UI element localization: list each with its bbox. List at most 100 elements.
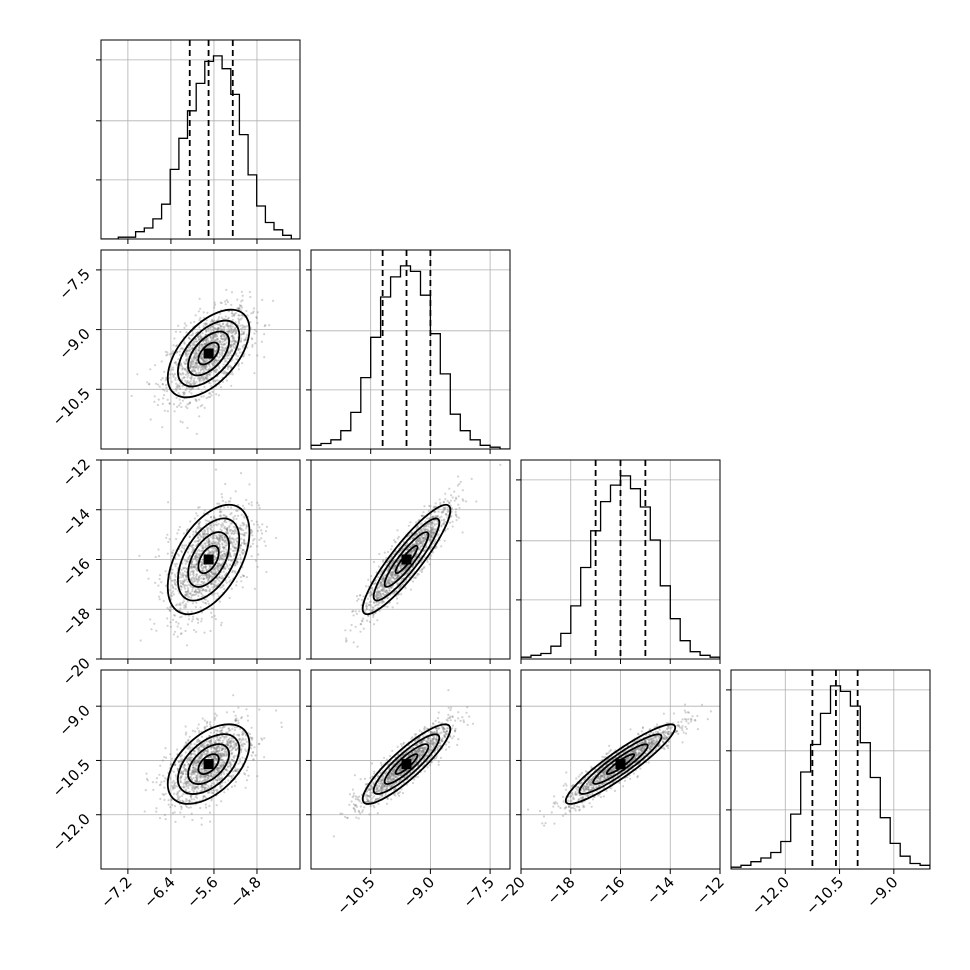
sample-point <box>212 343 215 346</box>
sample-point <box>228 329 231 332</box>
sample-point <box>203 406 206 409</box>
sample-point <box>206 720 209 723</box>
sample-point <box>204 573 208 576</box>
sample-point <box>243 542 246 545</box>
sample-point <box>175 344 179 347</box>
sample-point <box>249 295 252 299</box>
sample-point <box>413 549 416 552</box>
sample-point <box>204 565 207 568</box>
sample-point <box>242 524 245 527</box>
sample-point <box>185 784 188 787</box>
sample-point <box>211 364 214 367</box>
sample-point <box>202 577 205 580</box>
sample-point <box>372 582 375 585</box>
sample-point <box>225 581 228 584</box>
sample-point <box>219 550 223 554</box>
sample-point <box>226 330 229 333</box>
sample-point <box>232 746 235 749</box>
sample-point <box>175 396 178 399</box>
scatter-points <box>130 288 275 435</box>
sample-point <box>228 746 231 749</box>
sample-point <box>396 576 399 579</box>
sample-point <box>193 563 196 566</box>
sample-point <box>436 515 439 518</box>
sample-point <box>200 343 203 346</box>
sample-point <box>371 586 374 589</box>
sample-point <box>194 768 197 771</box>
sample-point <box>190 570 193 573</box>
sample-point <box>365 585 368 588</box>
sample-point <box>212 536 216 539</box>
sample-point <box>212 594 215 597</box>
sample-point <box>372 613 375 616</box>
sample-point <box>196 580 199 583</box>
sample-point <box>387 566 390 569</box>
sample-point <box>179 580 182 583</box>
sample-point <box>210 571 213 574</box>
sample-point <box>193 555 196 559</box>
sample-point <box>218 355 221 358</box>
sample-point <box>409 521 412 524</box>
sample-point <box>197 618 200 621</box>
sample-point <box>217 318 220 321</box>
sample-point <box>429 535 432 538</box>
sample-point <box>207 537 210 540</box>
sample-point <box>182 600 185 603</box>
sample-point <box>420 541 423 544</box>
sample-point <box>191 559 194 563</box>
sample-point <box>220 762 223 765</box>
sample-point <box>181 773 184 776</box>
sample-point <box>173 786 176 790</box>
sample-point <box>445 512 448 516</box>
sample-point <box>198 365 201 369</box>
sample-point <box>370 593 374 596</box>
sample-point <box>207 540 210 544</box>
sample-point <box>190 365 193 368</box>
sample-point <box>241 324 244 327</box>
sample-point <box>430 517 433 520</box>
sample-point <box>197 522 200 525</box>
sample-point <box>218 747 221 750</box>
sample-point <box>203 322 206 325</box>
sample-point <box>242 542 246 545</box>
sample-point <box>213 369 216 372</box>
sample-point <box>444 513 447 516</box>
sample-point <box>215 548 218 552</box>
sample-point <box>499 463 502 466</box>
sample-point <box>413 548 416 551</box>
sample-point <box>395 577 398 580</box>
sample-point <box>231 318 234 321</box>
sample-point <box>208 573 211 577</box>
sample-point <box>230 775 233 778</box>
sample-point <box>391 573 394 576</box>
sample-point <box>172 788 175 791</box>
sample-point <box>393 564 396 567</box>
sample-point <box>209 820 212 823</box>
sample-point <box>214 573 217 576</box>
sample-point <box>214 549 218 552</box>
sample-point <box>260 537 263 540</box>
sample-point <box>207 526 210 529</box>
sample-point <box>213 770 216 773</box>
sample-point <box>209 588 212 591</box>
sample-point <box>221 562 224 565</box>
sample-point <box>180 754 184 757</box>
sample-point <box>189 756 192 759</box>
sample-point <box>173 785 176 788</box>
sample-point <box>220 529 223 532</box>
sample-point <box>447 501 451 504</box>
sample-point <box>173 563 177 566</box>
sample-point <box>226 354 229 357</box>
sample-point <box>212 534 215 538</box>
sample-point <box>193 761 196 764</box>
sample-point <box>229 329 232 332</box>
sample-point <box>223 349 226 353</box>
sample-point <box>190 620 194 623</box>
sample-point <box>245 525 249 528</box>
sample-point <box>394 574 397 577</box>
sample-point <box>163 409 166 412</box>
sample-point <box>186 593 189 596</box>
sample-point <box>213 555 216 558</box>
sample-point <box>421 567 424 571</box>
sample-point <box>210 523 213 527</box>
